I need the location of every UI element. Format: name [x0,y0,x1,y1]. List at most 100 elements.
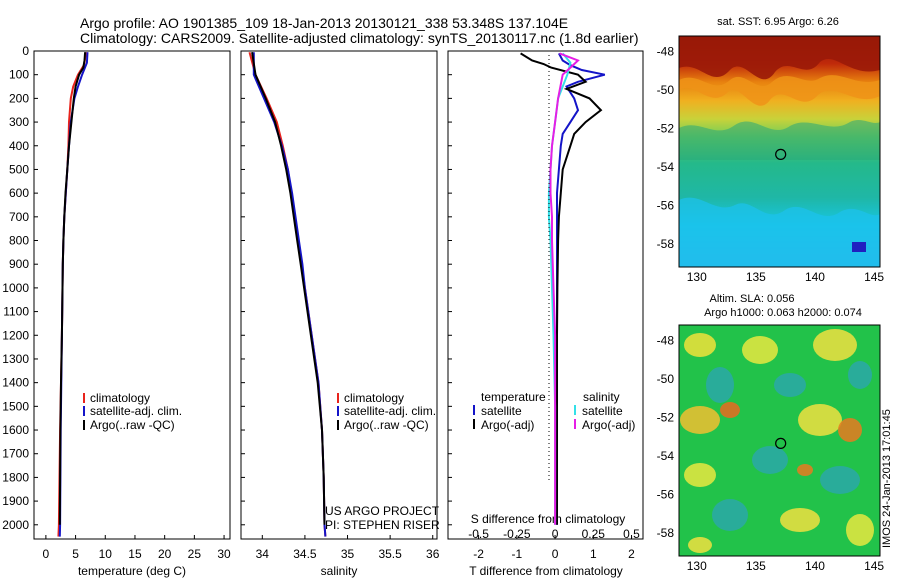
series-line-t-argo [520,52,603,525]
x-tick-label: 36 [426,547,440,561]
depth-tick-label: 600 [9,186,29,200]
map-x-tick-label: 130 [687,559,707,573]
sla-eddy [752,446,788,474]
sla-eddy [820,466,860,494]
temperature-legend: climatology satellite-adj. clim. Argo(..… [83,391,182,432]
x-tick-label: 10 [99,547,113,561]
sst-green-band [679,120,880,160]
depth-tick-label: 1800 [2,470,29,484]
map-x-tick-label: 135 [746,559,766,573]
x-tick-label: 1 [590,547,597,561]
difference-axes [447,50,644,540]
map-y-tick-label: -56 [657,487,675,501]
depth-tick-label: 1400 [2,376,29,390]
temperature-xlabel: temperature (deg C) [78,564,186,578]
sst-y-tick-labels: -48 -50 -52 -54 -56 -58 [657,44,675,251]
header-line-2: Climatology: CARS2009. Satellite-adjuste… [80,30,638,46]
map-y-tick-label: -48 [657,44,675,58]
x-tick-label: 25 [188,547,202,561]
depth-tick-label: 1600 [2,423,29,437]
difference-series [520,52,606,525]
depth-tick-label: 100 [9,68,29,82]
depth-tick-label: 800 [9,234,29,248]
sst-warm-front [679,36,880,80]
sla-y-tick-labels: -48 -50 -52 -54 -56 -58 [657,333,675,540]
x-tick-label: -1 [511,547,522,561]
sla-eddy [688,537,712,553]
salinity-series [248,51,327,537]
sla-map-title-1: Altim. SLA: 0.056 [710,293,795,305]
x-tick-label: 30 [217,547,231,561]
legend-s-argo-label: Argo(-adj) [582,418,635,432]
depth-tick-label: 1000 [2,281,29,295]
sst-map-frame [678,35,881,268]
sla-eddy [680,406,720,434]
x-tick-label: 2 [628,547,635,561]
x-tick-label: 34.5 [293,547,317,561]
legend-climatology-label: climatology [90,391,150,405]
sst-map [679,36,880,267]
map-y-tick-label: -54 [657,160,675,174]
map-y-tick-label: -50 [657,83,675,97]
map-x-tick-label: 135 [746,270,766,284]
sla-eddy [838,418,862,442]
x-tick-label: 35 [341,547,355,561]
sst-x-tick-labels: 130 135 140 145 [687,270,885,284]
map-y-tick-label: -58 [657,237,675,251]
x-tick-label: 20 [158,547,172,561]
x-tick-label: -0.25 [503,527,531,541]
depth-tick-label: 1700 [2,447,29,461]
depth-tick-label: 500 [9,162,29,176]
depth-tick-label: 2000 [2,518,29,532]
map-y-tick-label: -58 [657,526,675,540]
depth-tick-label: 1900 [2,494,29,508]
map-x-tick-label: 130 [687,270,707,284]
depth-tick-label: 1300 [2,352,29,366]
sla-x-tick-labels: 130 135 140 145 [687,559,885,573]
x-tick-label: -2 [473,547,484,561]
sla-eddy [720,402,740,418]
sla-eddy [797,464,813,476]
legend-argo-label: Argo(..raw -QC) [344,418,429,432]
legend-t-argo-label: Argo(-adj) [481,418,534,432]
sla-map-frame [678,324,881,557]
header-line-1: Argo profile: AO 1901385_109 18-Jan-2013… [80,15,568,31]
series-line-argo [58,52,87,525]
x-tick-label: 34 [256,547,270,561]
depth-tick-label: 1200 [2,328,29,342]
s-difference-tick-labels: -0.5 -0.25 0 0.25 0.5 [468,527,640,541]
sla-eddy [712,499,748,531]
temperature-tick-labels: 0 5 10 15 20 25 30 [43,535,231,561]
depth-tick-labels: 0 100 200 300 400 500 600 700 800 900 1000 1100 1200… [2,44,452,532]
x-tick-label: 0.5 [623,527,640,541]
depth-tick-label: 1100 [3,305,29,319]
sla-eddy [684,463,716,487]
sla-eddy [848,361,872,389]
credit-pi: PI: STEPHEN RISER [325,518,440,532]
legend-argo-label: Argo(..raw -QC) [90,418,175,432]
legend-s-satellite-label: satellite [582,404,623,418]
sst-map-title: sat. SST: 6.95 Argo: 6.26 [717,16,839,28]
sla-eddy [706,367,734,403]
map-y-tick-label: -56 [657,198,675,212]
x-tick-label: -0.5 [468,527,489,541]
legend-satellite-label: satellite-adj. clim. [90,404,182,418]
salinity-legend: climatology satellite-adj. clim. Argo(..… [325,391,440,532]
map-x-tick-label: 145 [864,559,884,573]
sla-eddy [780,508,820,532]
map-y-tick-label: -52 [657,410,675,424]
depth-tick-label: 1500 [2,399,29,413]
temperature-axes [33,50,231,540]
map-x-tick-label: 140 [805,270,825,284]
sst-argo-location-marker [775,148,787,160]
sla-map-title-2: Argo h1000: 0.063 h2000: 0.074 [704,307,862,319]
credit-project: US ARGO PROJECT [325,504,440,518]
x-tick-label: 5 [72,547,79,561]
map-x-tick-label: 145 [864,270,884,284]
map-y-tick-label: -50 [657,372,675,386]
t-difference-tick-labels: -2 -1 0 1 2 [473,535,635,561]
sst-cold-patch [679,197,880,267]
legend-salinity-title: salinity [583,390,620,404]
series-line-s-argo [549,52,580,525]
